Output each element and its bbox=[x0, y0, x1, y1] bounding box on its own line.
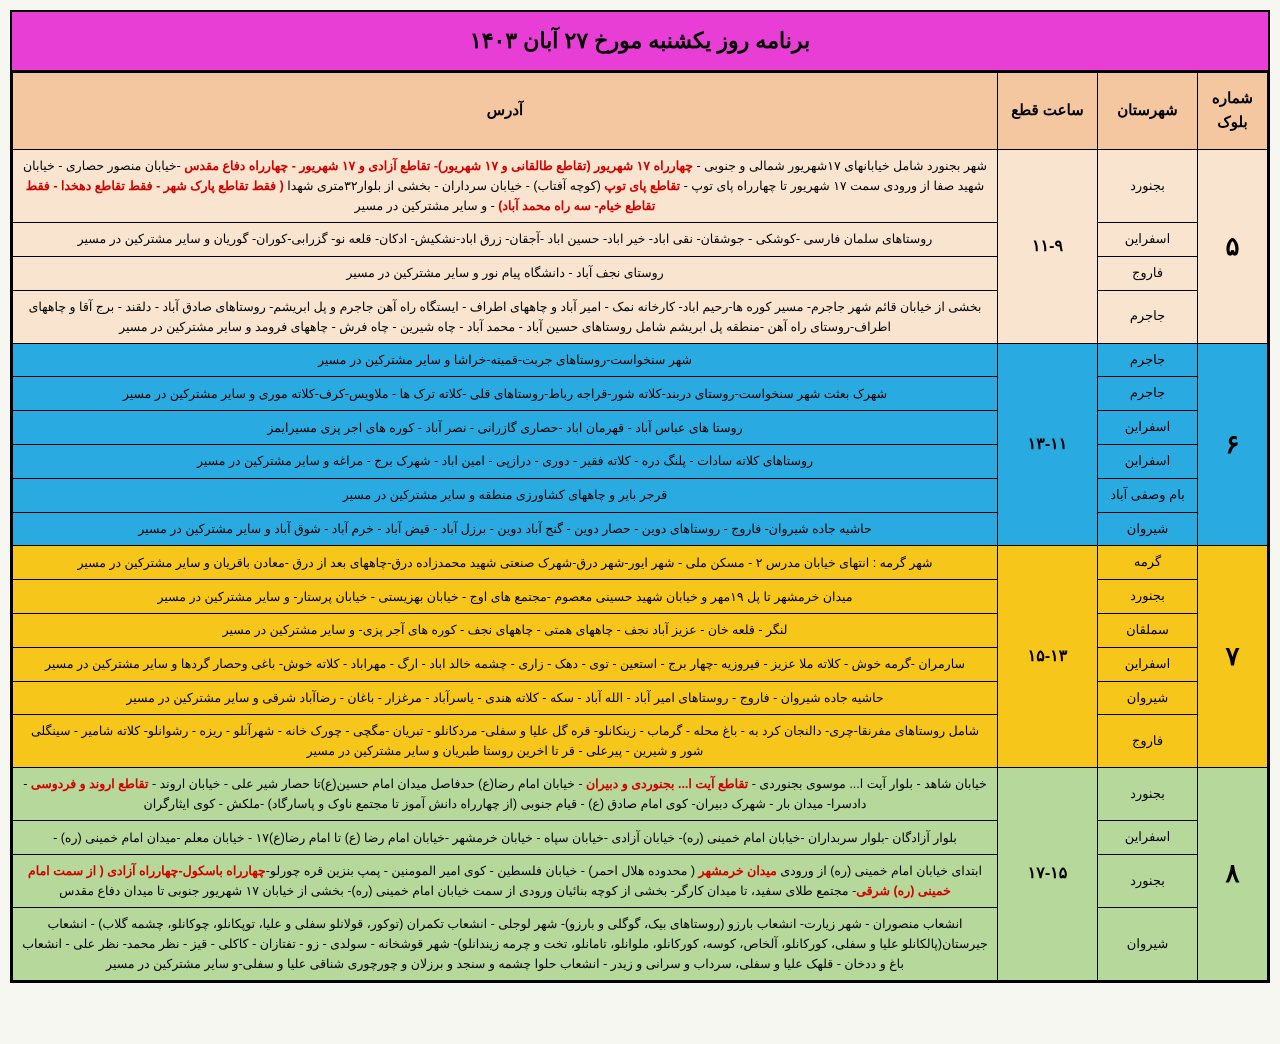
address-cell: روستاهای کلاته سادات - پلنگ دره - کلاته … bbox=[13, 444, 998, 478]
table-row: ۵بجنورد۱۱-۹شهر بجنورد شامل خیابانهای ۱۷ش… bbox=[13, 150, 1268, 223]
time-cell: ۱۷-۱۵ bbox=[998, 768, 1098, 981]
city-cell: سملقان bbox=[1098, 613, 1198, 647]
address-cell: حاشیه جاده شیروان - فاروج - روستاهای امی… bbox=[13, 681, 998, 715]
address-cell: بلوار آزادگان -بلوار سربداران -خیابان ام… bbox=[13, 821, 998, 855]
time-cell: ۱۱-۹ bbox=[998, 150, 1098, 344]
city-cell: اسفراین bbox=[1098, 223, 1198, 257]
address-cell: سارمران -گرمه خوش - کلاته ملا عزیز - فیر… bbox=[13, 647, 998, 681]
address-cell: شامل روستاهای مفرنقا-چری- دالنجان کرد به… bbox=[13, 715, 998, 768]
address-cell: روستاهای سلمان فارسی -کوشکی - جوشقان- نق… bbox=[13, 223, 998, 257]
schedule-table: شماره بلوک شهرستان ساعت قطع آدرس ۵بجنورد… bbox=[12, 72, 1268, 981]
col-city-header: شهرستان bbox=[1098, 73, 1198, 150]
city-cell: فاروج bbox=[1098, 715, 1198, 768]
city-cell: اسفراین bbox=[1098, 444, 1198, 478]
block-number: ۸ bbox=[1198, 768, 1268, 981]
address-cell: خیابان شاهد - بلوار آیت ا... موسوی بجنور… bbox=[13, 768, 998, 821]
city-cell: بجنورد bbox=[1098, 580, 1198, 614]
city-cell: شیروان bbox=[1098, 681, 1198, 715]
address-cell: لنگر - قلعه خان - عزیز آباد نجف - چاههای… bbox=[13, 613, 998, 647]
col-address-header: آدرس bbox=[13, 73, 998, 150]
block-number: ۶ bbox=[1198, 343, 1268, 546]
address-cell: شهرک بعثت شهر سنخواست-روستای دربند-کلاته… bbox=[13, 377, 998, 411]
city-cell: جاجرم bbox=[1098, 377, 1198, 411]
col-time-header: ساعت قطع bbox=[998, 73, 1098, 150]
block-number: ۷ bbox=[1198, 546, 1268, 768]
table-body: ۵بجنورد۱۱-۹شهر بجنورد شامل خیابانهای ۱۷ش… bbox=[13, 150, 1268, 981]
col-block-header: شماره بلوک bbox=[1198, 73, 1268, 150]
city-cell: بجنورد bbox=[1098, 768, 1198, 821]
table-row: ۸بجنورد۱۷-۱۵خیابان شاهد - بلوار آیت ا...… bbox=[13, 768, 1268, 821]
address-cell: قرجر بایر و چاههای کشاورزی منطقه و سایر … bbox=[13, 478, 998, 512]
city-cell: فاروج bbox=[1098, 256, 1198, 290]
city-cell: جاجرم bbox=[1098, 290, 1198, 343]
time-cell: ۱۵-۱۳ bbox=[998, 546, 1098, 768]
table-row: ۶جاجرم۱۳-۱۱شهر سنخواست-روستاهای جربت-قمی… bbox=[13, 343, 1268, 377]
city-cell: شیروان bbox=[1098, 908, 1198, 981]
address-cell: شهر گرمه : انتهای خیابان مدرس ۲ - مسکن م… bbox=[13, 546, 998, 580]
address-cell: حاشیه جاده شیروان- فاروج - روستاهای دوین… bbox=[13, 512, 998, 546]
city-cell: اسفراین bbox=[1098, 647, 1198, 681]
city-cell: اسفراین bbox=[1098, 821, 1198, 855]
address-cell: شهر بجنورد شامل خیابانهای ۱۷شهریور شمالی… bbox=[13, 150, 998, 223]
city-cell: بام وصفی آباد bbox=[1098, 478, 1198, 512]
table-row: ۷گرمه۱۵-۱۳شهر گرمه : انتهای خیابان مدرس … bbox=[13, 546, 1268, 580]
city-cell: بجنورد bbox=[1098, 150, 1198, 223]
city-cell: بجنورد bbox=[1098, 855, 1198, 908]
time-cell: ۱۳-۱۱ bbox=[998, 343, 1098, 546]
city-cell: جاجرم bbox=[1098, 343, 1198, 377]
city-cell: شیروان bbox=[1098, 512, 1198, 546]
table-header-row: شماره بلوک شهرستان ساعت قطع آدرس bbox=[13, 73, 1268, 150]
address-cell: روستا های عباس آباد - قهرمان اباد -حصاری… bbox=[13, 411, 998, 445]
address-cell: روستای نجف آباد - دانشگاه پیام نور و سای… bbox=[13, 256, 998, 290]
schedule-table-wrapper: برنامه روز یکشنبه مورخ ۲۷ آبان ۱۴۰۳ شمار… bbox=[10, 10, 1270, 983]
city-cell: گرمه bbox=[1098, 546, 1198, 580]
block-number: ۵ bbox=[1198, 150, 1268, 344]
address-cell: بخشی از خیابان قائم شهر جاجرم- مسیر کوره… bbox=[13, 290, 998, 343]
address-cell: ابتدای خیابان امام خمینی (ره) از ورودی م… bbox=[13, 855, 998, 908]
address-cell: شهر سنخواست-روستاهای جربت-قمیته-خراشا و … bbox=[13, 343, 998, 377]
city-cell: اسفراین bbox=[1098, 411, 1198, 445]
address-cell: میدان خرمشهر تا پل ۱۹مهر و خیابان شهید ح… bbox=[13, 580, 998, 614]
address-cell: انشعاب منصوران - شهر زیارت- انشعاب بارزو… bbox=[13, 908, 998, 981]
page-title: برنامه روز یکشنبه مورخ ۲۷ آبان ۱۴۰۳ bbox=[12, 12, 1268, 72]
